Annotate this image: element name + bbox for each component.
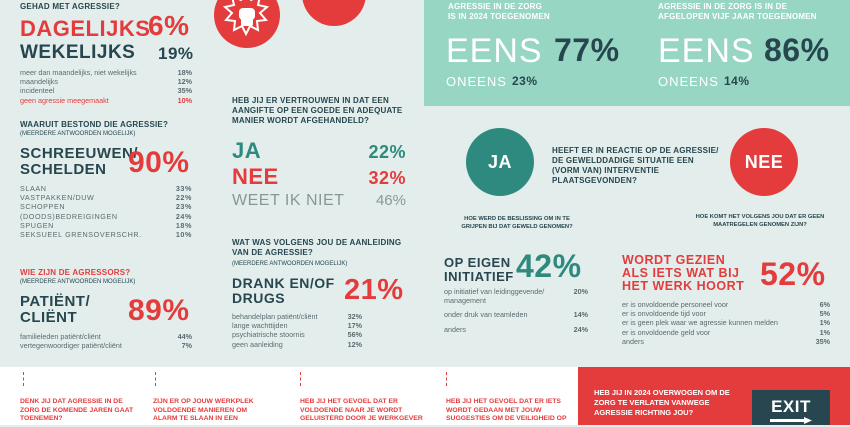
- list-item: meer dan maandelijks, niet wekelijks 18%: [20, 68, 192, 77]
- list-item: behandelplan patiënt/cliënt 32%: [232, 312, 362, 321]
- ja-label: JA: [487, 151, 512, 172]
- cause-title: WAT WAS VOLGENS JOU DE AANLEIDING VAN DE…: [232, 238, 402, 257]
- list-item: onder druk van teamleden 14%: [444, 310, 588, 320]
- list-item: geen aanleiding 12%: [232, 339, 362, 349]
- list-item: er is onvoldoende geld voor 1%: [622, 327, 830, 337]
- cause-big-label: DRANK EN/OF DRUGS: [232, 275, 335, 306]
- cause-subtitle: (MEERDERE ANTWOORDEN MOGELIJK): [232, 261, 348, 267]
- bottom-question-1: DENK JIJ DAT AGRESSIE IN DE ZORG DE KOME…: [20, 398, 134, 423]
- type-subtitle: (MEERDERE ANTWOORDEN MOGELIJK): [20, 131, 136, 137]
- divider: [23, 372, 25, 386]
- agreement-left-oneens-value: 23%: [512, 74, 538, 88]
- list-item: SEKSUEEL GRENSOVERSCHR. 10%: [20, 230, 192, 240]
- list-item: VASTPAKKEN/DUW 22%: [20, 193, 192, 203]
- bottom-question-2: ZIJN ER OP JOUW WERKPLEK VOLDOENDE MANIE…: [153, 398, 254, 423]
- agreement-right-eens-label: EENS: [658, 32, 755, 70]
- agreement-left-title: AGRESSIE IN DE ZORG IS IN 2024 TOEGENOMEN: [448, 2, 550, 21]
- nee-list: er is onvoldoende personeel voor 6% er is…: [622, 300, 830, 346]
- ja-list: op initiatief van leidinggevende/ manage…: [444, 287, 588, 334]
- frequency-list: meer dan maandelijks, niet wekelijks 18% …: [20, 68, 192, 105]
- divider: [300, 372, 302, 386]
- list-item: SPUGEN 18%: [20, 220, 192, 230]
- ja-question: HOE WERD DE BESLISSING OM IN TE GRIJPEN …: [461, 216, 573, 230]
- type-title: WAARUIT BESTOND DIE AGRESSIE?: [20, 120, 169, 129]
- aggressors-list: familieleden patiënt/cliënt 44% vertegenw…: [20, 332, 192, 350]
- cause-big-value: 21%: [344, 274, 404, 306]
- type-big-value: 90%: [128, 146, 190, 179]
- ja-big-label: OP EIGEN INITIATIEF: [444, 255, 514, 284]
- agreement-right-eens-value: 86%: [764, 32, 830, 68]
- exit-sign: EXIT: [752, 390, 830, 425]
- nee-big-value: 52%: [760, 256, 826, 292]
- trust-title: HEB JIJ ER VERTROUWEN IN DAT EEN AANGIFT…: [232, 96, 403, 125]
- list-item: SCHOPPEN 23%: [20, 202, 192, 212]
- nee-circle: NEE: [730, 128, 798, 196]
- agreement-right-title: AGRESSIE IN DE ZORG IS IN DE AFGELOPEN VI…: [658, 2, 817, 21]
- weekly-value: 19%: [158, 44, 194, 63]
- list-item: anders 35%: [622, 336, 830, 346]
- cause-list: behandelplan patiënt/cliënt 32% lange wac…: [232, 312, 362, 349]
- agreement-right-oneens-value: 14%: [724, 74, 750, 88]
- list-item: WEET IK NIET 46%: [232, 192, 406, 209]
- nee-question: HOE KOMT HET VOLGENS JOU DAT ER GEEN MAA…: [695, 214, 825, 228]
- trust-list: JA 22% NEE 32% WEET IK NIET 46%: [232, 138, 406, 210]
- exit-question: HEB JIJ IN 2024 OVERWOGEN OM DE ZORG TE …: [594, 388, 730, 417]
- nee-big-label: WORDT GEZIEN ALS IETS WAT BIJ HET WERK HOO…: [622, 253, 745, 293]
- arrow-right-icon: [770, 417, 812, 424]
- list-item: lange wachttijden 17%: [232, 321, 362, 331]
- exit-label: EXIT: [771, 397, 811, 416]
- ja-big-value: 42%: [516, 248, 582, 284]
- aggressors-subtitle: (MEERDERE ANTWOORDEN MOGELIJK): [20, 279, 136, 285]
- type-big-label: SCHREEUWEN/SCHELDEN: [20, 145, 139, 178]
- ja-circle: JA: [466, 128, 534, 196]
- daily-value: 6%: [148, 10, 190, 41]
- aggressors-big-label: PATIËNT/CLIËNT: [20, 293, 91, 326]
- list-item: er is onvoldoende tijd voor 5%: [622, 309, 830, 319]
- frequency-title: GEHAD MET AGRESSIE?: [20, 2, 120, 11]
- fist-icon: [222, 0, 270, 37]
- agreement-right-oneens-label: ONEENS: [658, 74, 719, 89]
- decorative-circle: [302, 0, 366, 26]
- list-item: incidenteel 35%: [20, 86, 192, 96]
- aggressors-title: WIE ZIJN DE AGRESSORS?: [20, 268, 131, 277]
- list-item: geen agressie meegemaakt 10%: [20, 95, 192, 105]
- list-item: anders 24%: [444, 324, 588, 334]
- agreement-left-eens-value: 77%: [554, 32, 620, 68]
- list-item: vertegenwoordiger patiënt/cliënt 7%: [20, 341, 192, 351]
- agreement-left-oneens-label: ONEENS: [446, 74, 507, 89]
- bottom-question-3: HEB JIJ HET GEVOEL DAT ER VOLDOENDE NAAR…: [300, 398, 423, 423]
- fist-icon-circle: [214, 0, 280, 48]
- weekly-label: WEKELIJKS: [20, 42, 136, 63]
- list-item: op initiatief van leidinggevende/ manage…: [444, 287, 588, 306]
- divider: [155, 372, 157, 386]
- list-item: familieleden patiënt/cliënt 44%: [20, 332, 192, 341]
- agreement-left-eens-label: EENS: [446, 32, 543, 70]
- daily-label: DAGELIJKS: [20, 16, 151, 41]
- list-item: SLAAN 33%: [20, 184, 192, 193]
- list-item: NEE 32%: [232, 164, 406, 189]
- nee-label: NEE: [744, 151, 784, 172]
- bottom-question-4: HEB JIJ HET GEVOEL DAT ER IETS WORDT GED…: [446, 398, 567, 423]
- type-list: SLAAN 33% VASTPAKKEN/DUW 22% SCHOPPEN 23% (…: [20, 184, 192, 239]
- aggressors-big-value: 89%: [128, 294, 190, 327]
- list-item: maandelijks 12%: [20, 77, 192, 87]
- divider: [446, 372, 448, 386]
- agreement-panel: [424, 0, 850, 106]
- list-item: JA 22%: [232, 138, 406, 163]
- list-item: er is geen plek waar we agressie kunnen …: [622, 318, 830, 328]
- intervention-question: HEEFT ER IN REACTIE OP DE AGRESSIE/ DE G…: [552, 146, 719, 185]
- list-item: er is onvoldoende personeel voor 6%: [622, 300, 830, 309]
- list-item: psychiatrische stoornis 56%: [232, 330, 362, 340]
- list-item: (DOODS)BEDREIGINGEN 24%: [20, 211, 192, 221]
